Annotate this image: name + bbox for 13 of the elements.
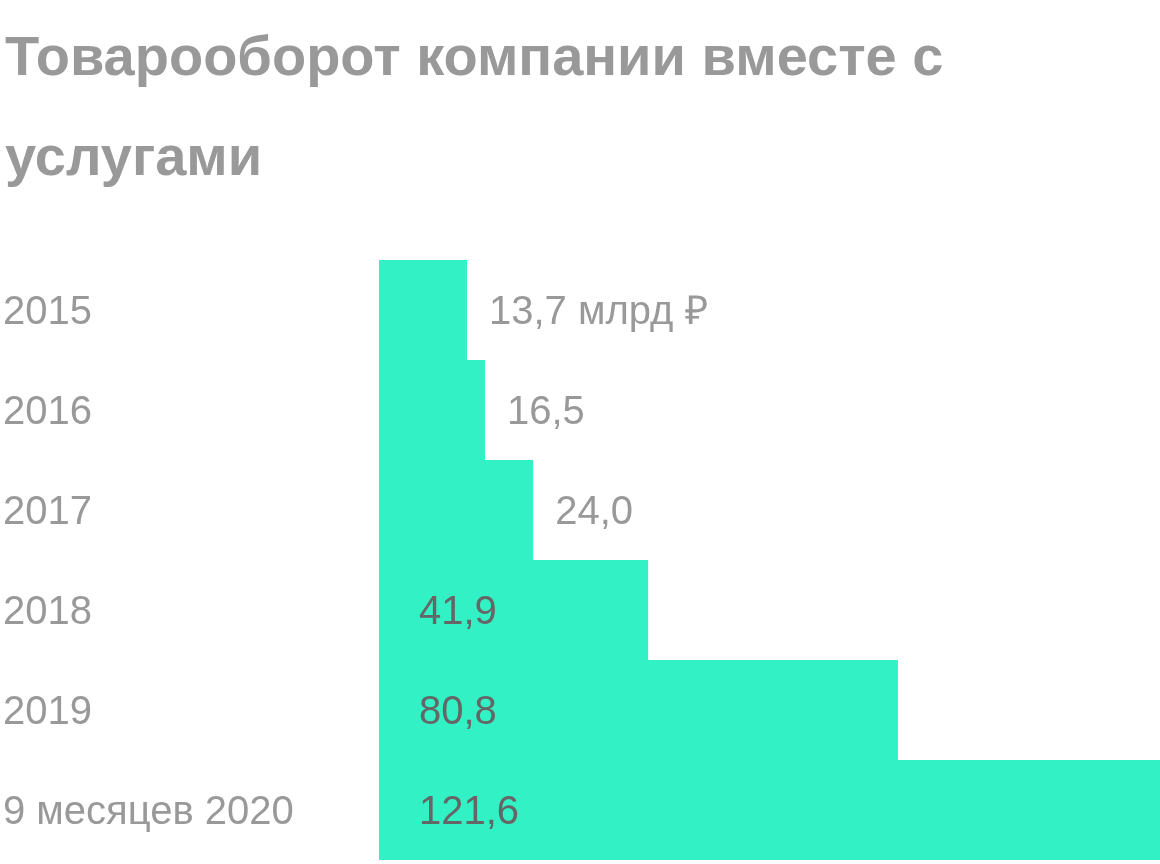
data-label: 80,8 xyxy=(419,688,497,732)
data-label: 41,9 xyxy=(419,588,497,632)
y-tick-label: 2018 xyxy=(3,588,92,632)
y-tick-label: 9 месяцев 2020 xyxy=(3,788,294,832)
data-label: 16,5 xyxy=(506,388,585,432)
y-tick-label: 2017 xyxy=(3,488,92,532)
y-tick-label: 2016 xyxy=(3,388,92,432)
y-tick-label: 2019 xyxy=(3,688,92,732)
chart-title: Товарооборот компании вместе с услугами xyxy=(5,23,944,187)
data-label: 13,7 млрд ₽ xyxy=(488,288,708,332)
y-tick-label: 2015 xyxy=(3,288,92,332)
data-label: 121,6 xyxy=(419,788,520,832)
data-label: 24,0 xyxy=(555,488,633,532)
